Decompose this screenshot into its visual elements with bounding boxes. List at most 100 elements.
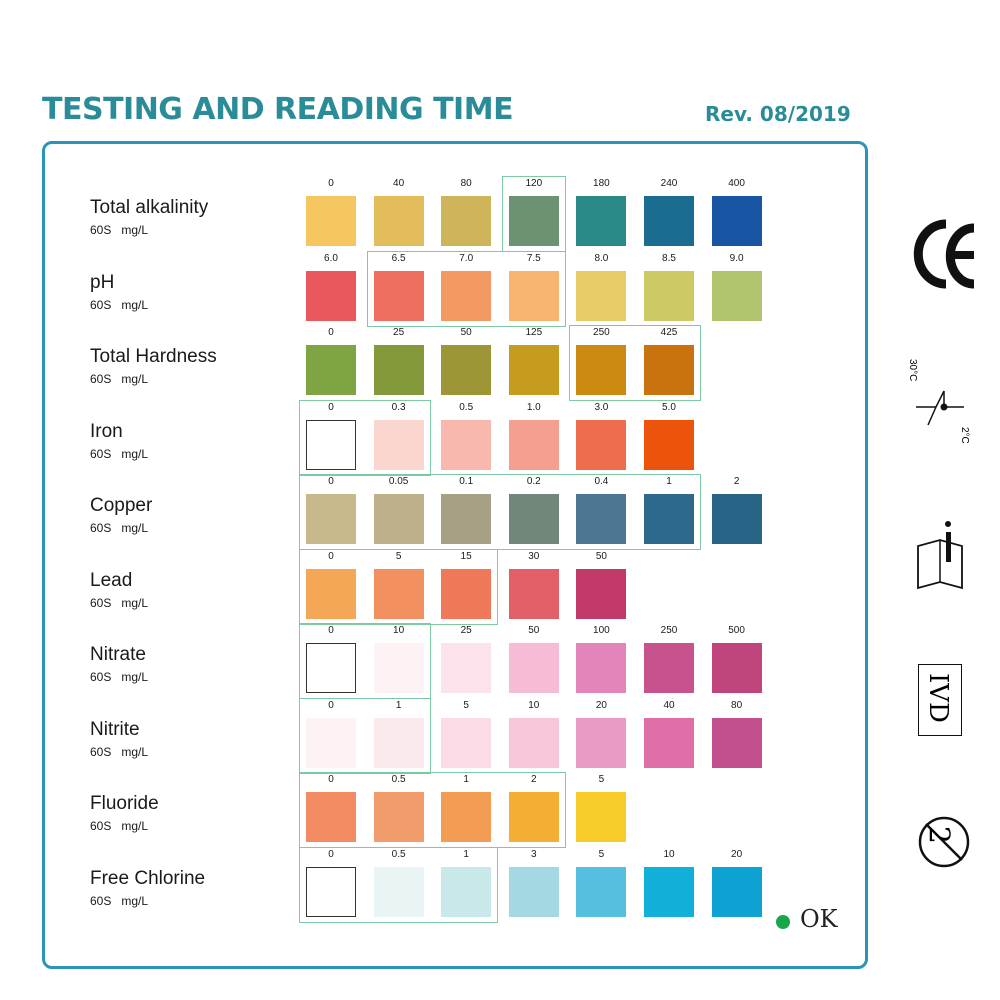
color-swatch <box>441 568 492 619</box>
swatch-value: 120 <box>525 178 543 189</box>
swatch-value: 250 <box>593 327 610 338</box>
color-swatch <box>373 494 424 544</box>
test-row: Total alkalinity 60S mg/L 0 40 80 120 180 240 400 <box>0 176 1000 266</box>
color-swatch-cell: 400 <box>711 178 772 256</box>
color-swatch-cell: 0 <box>306 774 366 852</box>
swatch-value: 0 <box>328 327 334 338</box>
swatch-value: 1 <box>395 699 402 711</box>
swatch-value: 2 <box>531 774 537 785</box>
color-swatch-cell: 3 <box>508 849 569 927</box>
reading-time: 60S <box>90 372 112 386</box>
swatch-value: 180 <box>593 178 610 189</box>
color-swatch <box>508 270 559 321</box>
test-units: 60S mg/L <box>90 372 148 386</box>
swatch-value: 0.5 <box>459 401 474 413</box>
color-swatch-cell: 8.0 <box>576 253 636 331</box>
swatch-value: 0 <box>328 774 334 785</box>
color-swatch <box>441 270 492 321</box>
swatch-value: 500 <box>728 625 745 636</box>
color-swatch-cell: 6.0 <box>306 253 366 331</box>
swatch-value: 0 <box>328 476 334 487</box>
color-swatch-cell: 1 <box>373 700 434 778</box>
color-swatch <box>711 494 762 544</box>
color-swatch-cell: 10 <box>373 625 434 703</box>
swatch-value: 0 <box>328 178 334 189</box>
swatch-value: 0.5 <box>391 848 406 860</box>
swatch-value: 5 <box>395 550 402 562</box>
test-name: Free Chlorine <box>90 867 206 889</box>
color-swatch <box>576 717 627 768</box>
color-swatch <box>508 419 559 470</box>
test-name: Total Hardness <box>90 346 217 367</box>
swatch-value: 8.0 <box>594 252 609 264</box>
color-swatch-cell: 30 <box>508 551 569 629</box>
color-swatch-cell: 80 <box>441 178 501 256</box>
color-swatch-cell: 120 <box>508 178 569 256</box>
test-name: Nitrite <box>90 718 140 740</box>
color-swatch-cell: 50 <box>508 625 569 703</box>
color-swatch-cell: 250 <box>644 625 704 703</box>
swatch-value: 5 <box>598 848 605 860</box>
swatch-value: 1 <box>666 476 672 487</box>
color-swatch <box>644 866 694 917</box>
color-swatch <box>576 494 627 544</box>
color-swatch-cell: 0 <box>306 327 366 405</box>
color-swatch-cell: 0.4 <box>576 476 636 554</box>
lower-temperature-label: 2°C <box>959 427 970 444</box>
swatch-value: 0.2 <box>526 476 541 487</box>
swatch-value: 0.4 <box>594 476 609 487</box>
swatch-value: 400 <box>728 178 745 189</box>
test-row: Nitrate 60S mg/L 0 10 25 50 100 250 500 <box>0 623 1000 713</box>
color-swatch-cell: 40 <box>644 700 704 778</box>
color-swatch <box>306 866 356 917</box>
swatch-value: 80 <box>731 699 743 711</box>
color-swatch-cell: 425 <box>644 327 704 405</box>
test-name: Total alkalinity <box>90 197 209 218</box>
color-swatch-cell: 7.0 <box>441 253 501 331</box>
swatch-value: 240 <box>660 178 678 189</box>
color-swatch <box>441 345 492 395</box>
color-swatch-cell: 3.0 <box>576 402 636 480</box>
test-name: Nitrate <box>90 644 146 665</box>
consult-instructions-icon <box>917 521 963 590</box>
color-swatch-cell: 15 <box>441 551 501 629</box>
color-swatch <box>508 866 559 917</box>
color-swatch <box>711 270 762 321</box>
unit-label: mg/L <box>121 446 149 461</box>
reading-time: 60S <box>90 223 112 237</box>
swatch-value: 10 <box>663 848 675 860</box>
color-swatch-cell: 0.5 <box>441 402 501 480</box>
color-swatch <box>576 419 627 470</box>
color-swatch-cell: 0.05 <box>373 476 434 554</box>
unit-label: mg/L <box>121 819 149 833</box>
color-swatch <box>644 717 694 768</box>
test-units: 60S mg/L <box>90 596 148 610</box>
swatch-value: 0.5 <box>391 774 406 785</box>
test-row: Free Chlorine 60S mg/L 0 0.5 1 3 5 10 20 <box>0 846 1000 937</box>
color-swatch-cell: 240 <box>644 178 704 256</box>
swatch-value: 3 <box>531 848 537 860</box>
color-swatch <box>441 643 492 693</box>
color-swatch-cell: 0 <box>306 178 366 256</box>
test-row: Iron 60S mg/L 0 0.3 0.5 1.0 3.0 5.0 <box>0 399 1000 490</box>
swatch-value: 100 <box>593 625 610 636</box>
swatch-value: 7.5 <box>526 252 541 264</box>
color-swatch <box>306 643 356 693</box>
color-swatch <box>576 568 627 619</box>
color-swatch-cell: 6.5 <box>373 253 434 331</box>
color-swatch <box>576 643 627 693</box>
color-swatch <box>373 866 424 917</box>
swatch-value: 5 <box>463 699 469 711</box>
test-name: pH <box>90 271 115 293</box>
color-swatch <box>306 270 356 321</box>
color-swatch <box>373 568 424 619</box>
color-swatch <box>373 196 424 246</box>
color-swatch <box>508 568 559 619</box>
swatch-value: 7.0 <box>459 252 474 264</box>
ok-status-label: OK <box>800 905 838 933</box>
color-swatch-cell: 0 <box>306 476 366 554</box>
ok-status-dot <box>776 915 790 929</box>
color-swatch-cell: 100 <box>576 625 636 703</box>
reading-time: 60S <box>90 819 112 833</box>
test-units: 60S mg/L <box>90 521 148 535</box>
